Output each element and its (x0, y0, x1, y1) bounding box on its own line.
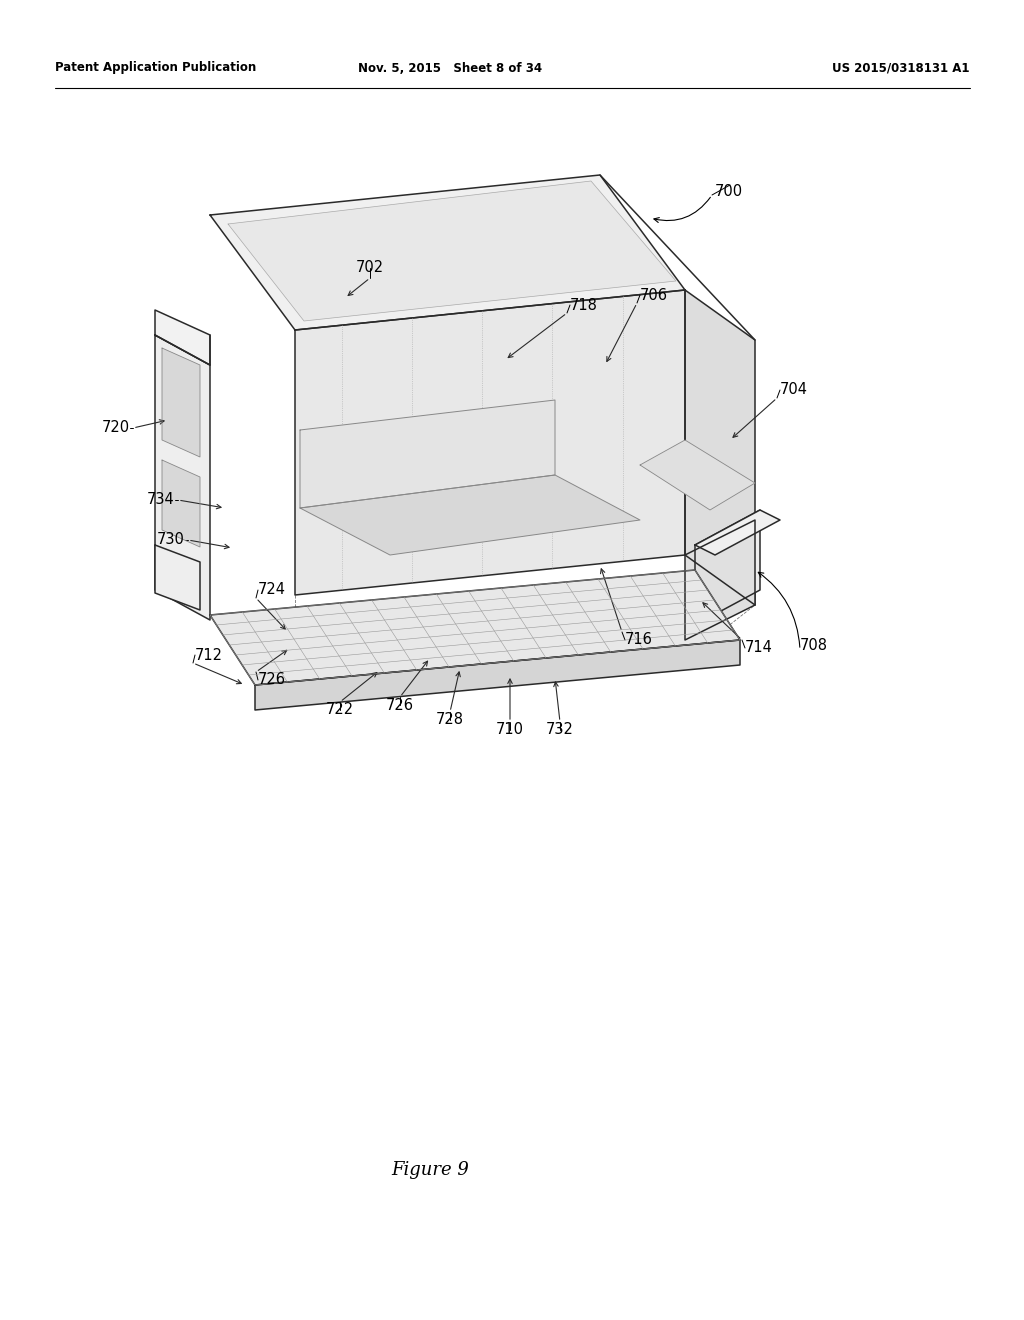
Polygon shape (300, 400, 555, 508)
Text: 718: 718 (570, 297, 598, 313)
Polygon shape (228, 181, 676, 321)
Text: 710: 710 (496, 722, 524, 738)
Text: 702: 702 (356, 260, 384, 276)
Polygon shape (155, 545, 200, 610)
Polygon shape (695, 510, 760, 624)
Text: 704: 704 (780, 383, 808, 397)
Text: 722: 722 (326, 702, 354, 718)
Polygon shape (162, 459, 200, 546)
Polygon shape (155, 335, 210, 620)
Text: 720: 720 (101, 421, 130, 436)
FancyArrowPatch shape (759, 573, 800, 647)
Polygon shape (695, 510, 780, 554)
Polygon shape (640, 440, 755, 510)
Text: Figure 9: Figure 9 (391, 1162, 469, 1179)
Text: 706: 706 (640, 288, 668, 302)
Text: 734: 734 (147, 492, 175, 507)
FancyArrowPatch shape (654, 197, 711, 223)
Text: Patent Application Publication: Patent Application Publication (55, 62, 256, 74)
Polygon shape (685, 290, 755, 605)
Text: 730: 730 (157, 532, 185, 548)
Polygon shape (300, 475, 640, 554)
Text: 726: 726 (258, 672, 286, 688)
Polygon shape (295, 290, 685, 595)
Text: 726: 726 (386, 697, 414, 713)
Text: 714: 714 (745, 640, 773, 656)
Text: 732: 732 (546, 722, 573, 738)
Polygon shape (155, 310, 210, 366)
Text: 728: 728 (436, 713, 464, 727)
Polygon shape (255, 640, 740, 710)
Polygon shape (210, 570, 740, 685)
Text: 724: 724 (258, 582, 286, 598)
Text: Nov. 5, 2015   Sheet 8 of 34: Nov. 5, 2015 Sheet 8 of 34 (358, 62, 542, 74)
Text: 700: 700 (715, 185, 743, 199)
Polygon shape (162, 348, 200, 457)
Text: US 2015/0318131 A1: US 2015/0318131 A1 (833, 62, 970, 74)
Polygon shape (685, 520, 755, 640)
Text: 708: 708 (800, 638, 828, 652)
Text: 712: 712 (195, 648, 223, 663)
Polygon shape (210, 176, 685, 330)
Text: 716: 716 (625, 632, 653, 648)
